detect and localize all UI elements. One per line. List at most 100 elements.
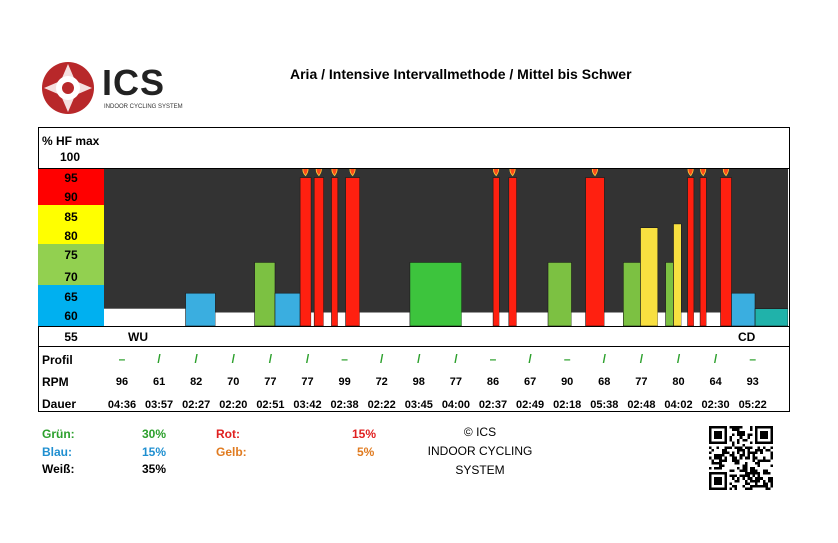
profil-cell: / [676, 352, 681, 366]
profil-cell: – [489, 352, 497, 366]
profil-cell: / [639, 352, 644, 366]
dauer-cell: 02:38 [330, 399, 359, 411]
intensity-plot [104, 168, 788, 326]
bar [254, 262, 276, 326]
zone-band-red [38, 168, 104, 205]
bar [706, 312, 721, 326]
legend-weiss-label: Weiß: [42, 462, 75, 476]
dauer-cell: 03:57 [145, 399, 174, 411]
y-tick-55: 55 [64, 330, 78, 344]
divider-line [38, 326, 790, 327]
rpm-cell: 70 [227, 376, 240, 388]
flame-icon [700, 168, 707, 177]
copyright-line-3: SYSTEM [455, 463, 505, 477]
dauer-cell: 04:36 [107, 399, 137, 411]
profil-cell: / [713, 352, 718, 366]
rpm-cell: 77 [301, 376, 314, 388]
profil-cell: / [194, 352, 198, 366]
dauer-cell: 03:45 [404, 399, 433, 411]
bar [754, 308, 788, 326]
bar [665, 262, 674, 326]
y-axis-title: % HF max [42, 134, 100, 148]
flame-icon [331, 168, 338, 177]
bar [323, 312, 332, 326]
bar [337, 312, 346, 326]
dauer-cell: 02:51 [256, 399, 285, 411]
bar [673, 223, 682, 326]
bar [508, 177, 517, 326]
profil-cell: – [341, 352, 348, 366]
flame-icon [722, 168, 729, 177]
flame-icon [349, 168, 356, 177]
legend-gruen-label: Grün: [42, 427, 75, 441]
bar [622, 262, 641, 326]
flame-icon [687, 168, 694, 177]
rpm-cell: 93 [746, 376, 759, 388]
dauer-cell: 03:42 [293, 399, 322, 411]
bar [693, 312, 701, 326]
copyright-line-2: INDOOR CYCLING [427, 444, 533, 458]
legend-rot-value: 15% [352, 427, 377, 441]
bar [299, 177, 312, 326]
logo-subtitle: INDOOR CYCLING SYSTEM [104, 104, 183, 110]
bar [640, 227, 659, 326]
legend-rot-label: Rot: [216, 427, 240, 441]
dauer-cell: 02:18 [553, 399, 582, 411]
bar [699, 177, 707, 326]
row-label-rpm: RPM [42, 375, 69, 389]
bar [461, 312, 494, 326]
y-tick-60: 60 [64, 309, 78, 323]
bar [345, 177, 361, 326]
rpm-cell: 67 [523, 376, 537, 388]
dauer-cell: 02:48 [627, 399, 656, 411]
y-tick-85: 85 [64, 210, 78, 224]
y-tick-95: 95 [64, 171, 78, 185]
segment-label-cd: CD [738, 330, 756, 344]
zone-band-blue [38, 285, 104, 326]
rpm-cell: 86 [486, 376, 500, 388]
flame-icon [302, 168, 309, 177]
bar [720, 177, 732, 326]
rpm-cell: 68 [598, 376, 611, 388]
bar [311, 312, 315, 326]
legend-blau-value: 15% [142, 445, 167, 459]
y-tick-75: 75 [64, 248, 78, 262]
bar [687, 177, 695, 326]
qr-code-icon [709, 426, 773, 490]
rpm-cell: 72 [375, 376, 388, 388]
profil-cell: / [231, 352, 235, 366]
bar [409, 262, 462, 326]
y-tick-100: 100 [60, 150, 81, 164]
row-label-profil: Profil [42, 353, 73, 367]
divider-line [38, 168, 790, 169]
bar [359, 312, 410, 326]
zone-band-yellow [38, 205, 104, 244]
dauer-cell: 04:00 [441, 399, 470, 411]
divider-line [38, 346, 790, 347]
rpm-cell: 77 [635, 376, 648, 388]
dauer-cell: 05:38 [590, 399, 619, 411]
y-tick-70: 70 [64, 270, 78, 284]
bar [547, 262, 572, 326]
dauer-cell: 02:27 [182, 399, 211, 411]
profil-cell: / [417, 352, 421, 366]
flame-icon [315, 168, 322, 177]
legend-gelb-label: Gelb: [216, 445, 247, 459]
copyright-line-1: © ICS [463, 425, 497, 439]
profil-cell: / [305, 352, 310, 366]
rpm-cell: 61 [152, 376, 166, 388]
dauer-cell: 02:20 [219, 399, 248, 411]
bar [499, 312, 509, 326]
profil-cell: – [118, 352, 126, 366]
profil-cell: / [157, 352, 161, 366]
dauer-cell: 05:22 [738, 399, 767, 411]
legend-weiss-value: 35% [142, 462, 167, 476]
page-title: Aria / Intensive Intervallmethode / Mitt… [290, 66, 632, 82]
profil-cell: / [380, 352, 384, 366]
profil-cell: / [454, 352, 458, 366]
rpm-cell: 98 [412, 376, 425, 388]
segment-label-wu: WU [128, 330, 148, 344]
bar [492, 177, 500, 326]
logo-text: ICS [102, 62, 166, 103]
legend-blau-label: Blau: [42, 445, 72, 459]
